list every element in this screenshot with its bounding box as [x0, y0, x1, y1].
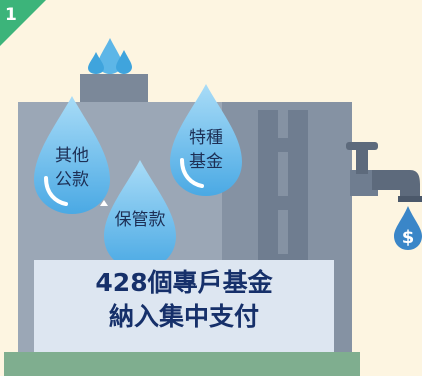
banner-line2: 納入集中支付: [108, 302, 259, 331]
banner-line1: 428個專戶基金: [95, 268, 273, 297]
step-number: 1: [5, 5, 17, 25]
corner-badge: [0, 0, 46, 46]
tank-cap: [80, 74, 148, 104]
drop-label-other-line2: 公款: [55, 170, 89, 190]
drop-label-special-line1: 特種: [189, 128, 223, 148]
drop-label-special: 特種 基金: [178, 126, 234, 174]
faucet-icon: [346, 142, 422, 202]
drop-label-other-line1: 其他: [55, 146, 89, 166]
drop-other: [34, 96, 110, 214]
dollar-drop-icon: $: [394, 206, 422, 250]
drop-label-custody-line1: 保管款: [114, 210, 166, 230]
drop-special: [170, 84, 242, 196]
drop-label-custody: 保管款: [104, 208, 176, 232]
tank-base: [4, 352, 360, 376]
banner-panel: [34, 260, 334, 352]
drop-label-special-line2: 基金: [189, 152, 223, 172]
splash-drops-icon: [88, 38, 132, 74]
svg-text:$: $: [402, 227, 415, 248]
banner-text: 428個專戶基金 納入集中支付: [34, 266, 334, 334]
drop-custody: [100, 160, 176, 270]
drop-label-other: 其他 公款: [44, 144, 100, 192]
